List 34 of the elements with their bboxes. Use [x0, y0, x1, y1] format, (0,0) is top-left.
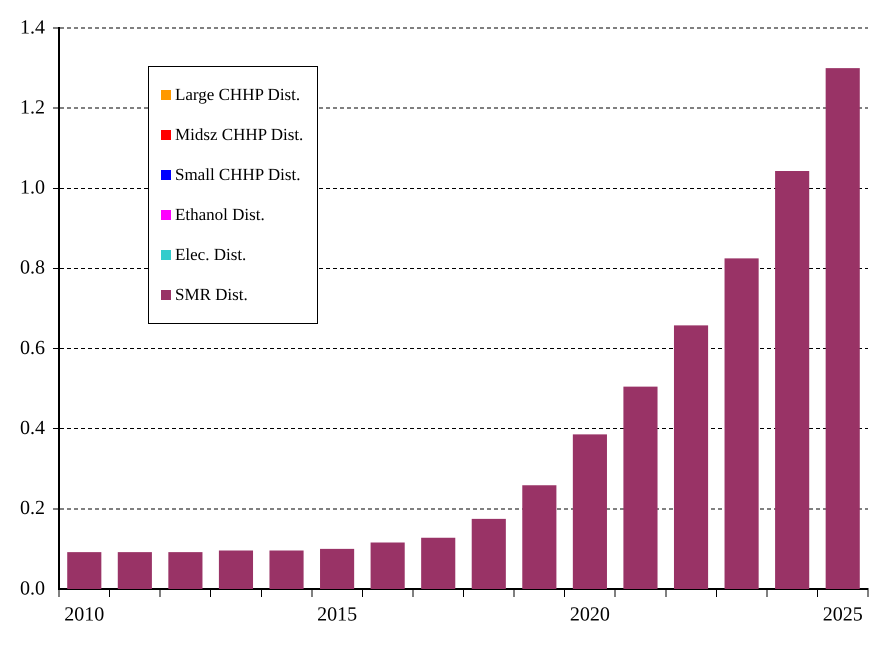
bar	[269, 550, 304, 589]
x-tick-label: 2020	[570, 603, 610, 626]
y-tick-label: 0.2	[20, 497, 45, 520]
y-tick-label: 0.0	[20, 577, 45, 600]
legend-label: SMR Dist.	[175, 285, 248, 305]
bar	[218, 550, 254, 589]
bar	[118, 552, 152, 589]
bar	[67, 552, 102, 589]
bar	[421, 538, 456, 589]
legend-label: Midsz CHHP Dist.	[175, 125, 304, 145]
x-tick-label: 2015	[317, 603, 358, 626]
legend-label: Ethanol Dist.	[175, 205, 265, 225]
bar	[370, 542, 405, 589]
legend-label: Elec. Dist.	[175, 245, 246, 265]
bar	[572, 434, 607, 589]
x-tick-label: 2025	[822, 603, 863, 626]
bar	[775, 171, 810, 589]
bar	[674, 325, 708, 589]
y-tick-label: 0.4	[20, 416, 45, 439]
bar	[320, 548, 354, 589]
legend-label: Small CHHP Dist.	[175, 165, 300, 185]
legend-label: Large CHHP Dist.	[175, 85, 300, 105]
bar	[522, 485, 556, 589]
y-tick-label: 1.0	[20, 176, 45, 199]
x-tick-label: 2010	[64, 603, 104, 626]
bar	[623, 386, 658, 589]
bar	[724, 258, 759, 589]
y-tick-label: 1.2	[20, 96, 45, 118]
y-tick-label: 0.8	[20, 256, 45, 279]
y-tick-label: 1.4	[20, 16, 45, 38]
bar	[472, 518, 506, 589]
y-tick-label: 0.6	[20, 336, 45, 359]
bar	[826, 68, 860, 589]
bar	[168, 552, 202, 589]
